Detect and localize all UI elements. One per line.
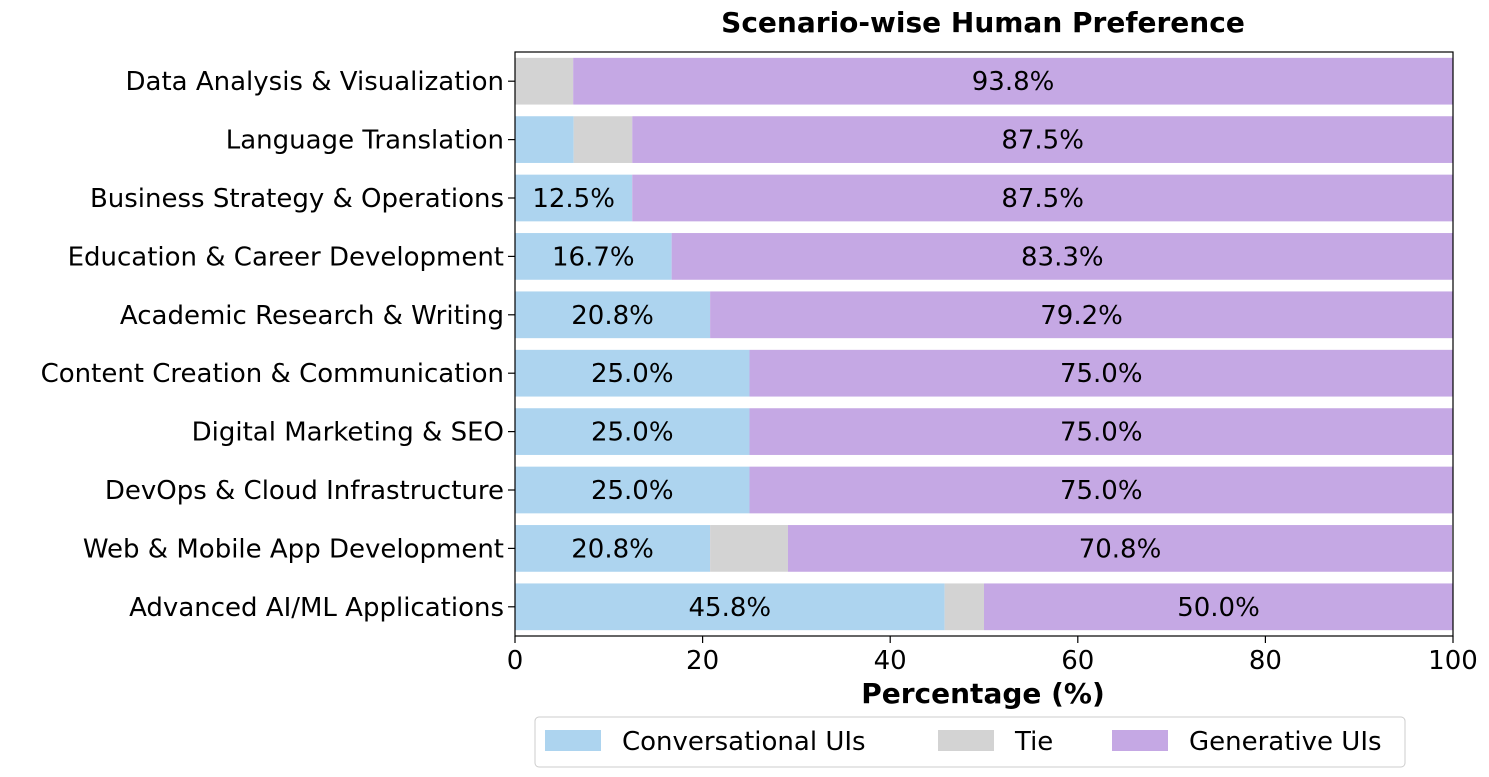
bar-value-label: 87.5%: [1001, 126, 1084, 156]
bar-segment: [984, 583, 1453, 631]
x-tick-label: 40: [874, 646, 907, 676]
y-tick-label: Digital Marketing & SEO: [192, 418, 504, 448]
bar-segment: [515, 408, 750, 455]
bar-segment: [515, 525, 711, 572]
legend-label: Generative UIs: [1189, 727, 1382, 757]
bar-value-label: 75.0%: [1060, 476, 1143, 506]
y-tick-label: Content Creation & Communication: [41, 359, 504, 389]
bar-value-label: 20.8%: [571, 534, 654, 564]
y-tick-label: Data Analysis & Visualization: [126, 67, 505, 97]
bar-labels-layer: 93.8% 87.5% 12.5% 87.5% 16.7% 83.3% 20.8% 79.2%…: [532, 67, 1259, 623]
x-axis-label: Percentage (%): [861, 677, 1105, 710]
bar-segment: [632, 174, 1453, 222]
y-tick-label: Business Strategy & Operations: [90, 184, 504, 214]
x-tick-label: 80: [1249, 646, 1282, 676]
bar-value-label: 20.8%: [571, 301, 654, 331]
bar-value-label: 12.5%: [532, 184, 615, 214]
y-tick-label: DevOps & Cloud Infrastructure: [105, 476, 504, 506]
chart-title: Scenario-wise Human Preference: [721, 6, 1245, 39]
bar-segment: [515, 466, 750, 514]
legend-swatch: [1112, 730, 1168, 751]
bar-segment: [515, 291, 711, 339]
bar-segment: [515, 57, 574, 105]
x-tick-label: 0: [507, 646, 524, 676]
bar-segment: [710, 525, 788, 572]
bar-value-label: 79.2%: [1040, 301, 1123, 331]
legend-label: Tie: [1014, 727, 1053, 757]
bar-value-label: 75.0%: [1060, 418, 1143, 448]
bars-layer: [515, 57, 1453, 631]
bar-value-label: 25.0%: [591, 359, 674, 389]
y-tick-label: Education & Career Development: [68, 242, 504, 272]
bar-segment: [710, 291, 1453, 339]
bar-value-label: 75.0%: [1060, 359, 1143, 389]
bar-segment: [573, 116, 633, 163]
bar-value-label: 25.0%: [591, 476, 674, 506]
y-tick-label: Web & Mobile App Development: [83, 534, 504, 564]
bar-value-label: 45.8%: [688, 593, 771, 623]
bar-value-label: 93.8%: [972, 67, 1055, 97]
y-tick-label: Advanced AI/ML Applications: [129, 593, 504, 623]
bar-segment: [944, 583, 984, 631]
bar-segment: [632, 116, 1453, 163]
plot-frame: [514, 51, 1454, 637]
legend-swatch: [938, 730, 994, 751]
x-tick-label: 20: [686, 646, 719, 676]
bar-segment: [671, 233, 1453, 280]
bar-segment: [573, 57, 1453, 105]
legend: Conversational UIs Tie Generative UIs: [534, 716, 1406, 768]
bar-value-label: 83.3%: [1021, 242, 1104, 272]
x-axis-ticks: 0 20 40 60 80 100: [507, 636, 1478, 676]
bar-value-label: 16.7%: [552, 242, 635, 272]
bar-segment: [515, 116, 574, 163]
bar-value-label: 50.0%: [1177, 593, 1260, 623]
bar-segment: [515, 233, 672, 280]
bar-value-label: 87.5%: [1001, 184, 1084, 214]
legend-swatch: [545, 730, 601, 751]
bar-segment: [515, 349, 750, 397]
y-tick-label: Language Translation: [226, 126, 504, 156]
bar-segment: [515, 583, 945, 631]
legend-label: Conversational UIs: [622, 727, 866, 757]
bar-segment: [515, 174, 633, 222]
bar-segment: [749, 349, 1453, 397]
bar-value-label: 25.0%: [591, 418, 674, 448]
bar-value-label: 70.8%: [1079, 534, 1162, 564]
bar-segment: [787, 525, 1453, 572]
bar-segment: [749, 408, 1453, 455]
bar-segment: [749, 466, 1453, 514]
x-tick-label: 60: [1061, 646, 1094, 676]
x-tick-label: 100: [1428, 646, 1478, 676]
y-tick-label: Academic Research & Writing: [120, 301, 504, 331]
y-axis-ticks: Data Analysis & Visualization Language Tr…: [41, 67, 515, 623]
